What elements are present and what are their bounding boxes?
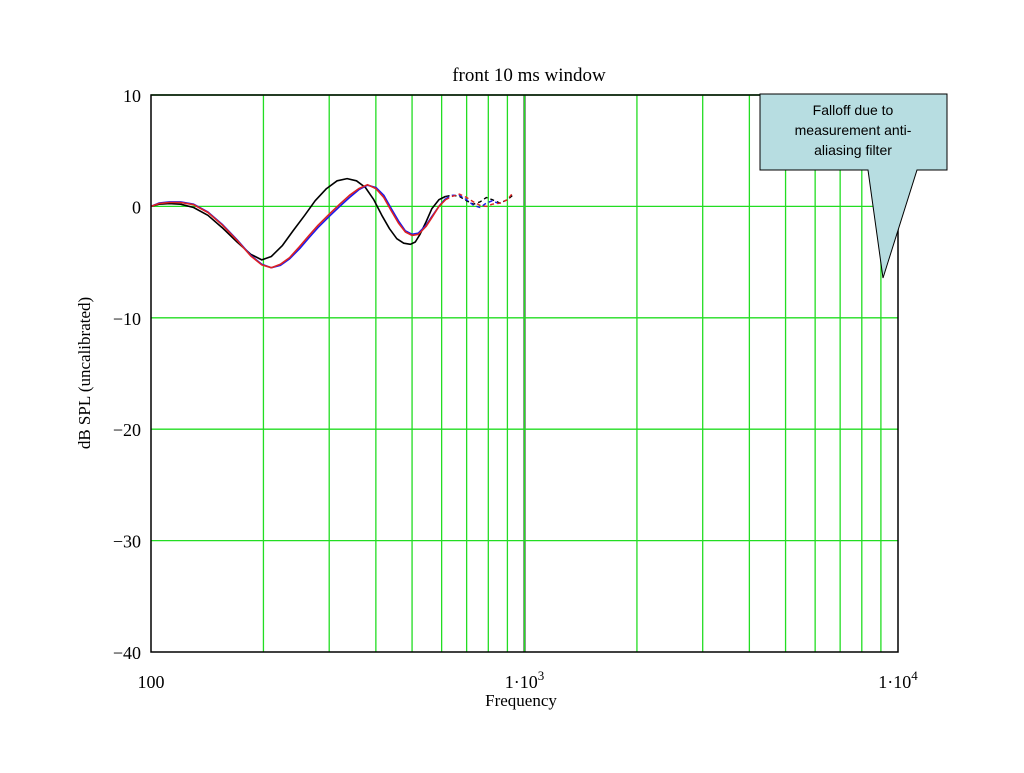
series-layer xyxy=(150,177,514,269)
callout-shape xyxy=(759,93,948,279)
y-tick-label: −20 xyxy=(113,420,141,440)
falloff-callout: Falloff due to measurement anti- aliasin… xyxy=(759,93,948,279)
series-dashed-line-0 xyxy=(445,194,514,205)
y-tick-label: −10 xyxy=(113,309,141,329)
y-tick-label: −30 xyxy=(113,532,141,552)
series-line-0 xyxy=(150,177,446,261)
series-line-2 xyxy=(150,183,447,269)
callout-text-line: Falloff due to xyxy=(813,102,894,118)
y-tick-label: 0 xyxy=(132,197,141,217)
y-tick-label: −40 xyxy=(113,643,141,663)
y-axis-label: dB SPL (uncalibrated) xyxy=(75,297,94,449)
chart-title: front 10 ms window xyxy=(452,65,606,86)
x-tick-label: 1·103 xyxy=(505,668,545,692)
callout-text-line: measurement anti- xyxy=(795,122,912,138)
callout-text-line: aliasing filter xyxy=(814,142,892,158)
series-dashed-line-2 xyxy=(445,192,514,208)
x-axis-label: Frequency xyxy=(485,691,557,710)
grid-layer xyxy=(151,94,898,652)
y-tick-label: 10 xyxy=(123,86,141,106)
x-tick-label: 100 xyxy=(138,672,165,692)
x-tick-label: 1·104 xyxy=(878,668,918,692)
plot-frame xyxy=(150,94,899,653)
